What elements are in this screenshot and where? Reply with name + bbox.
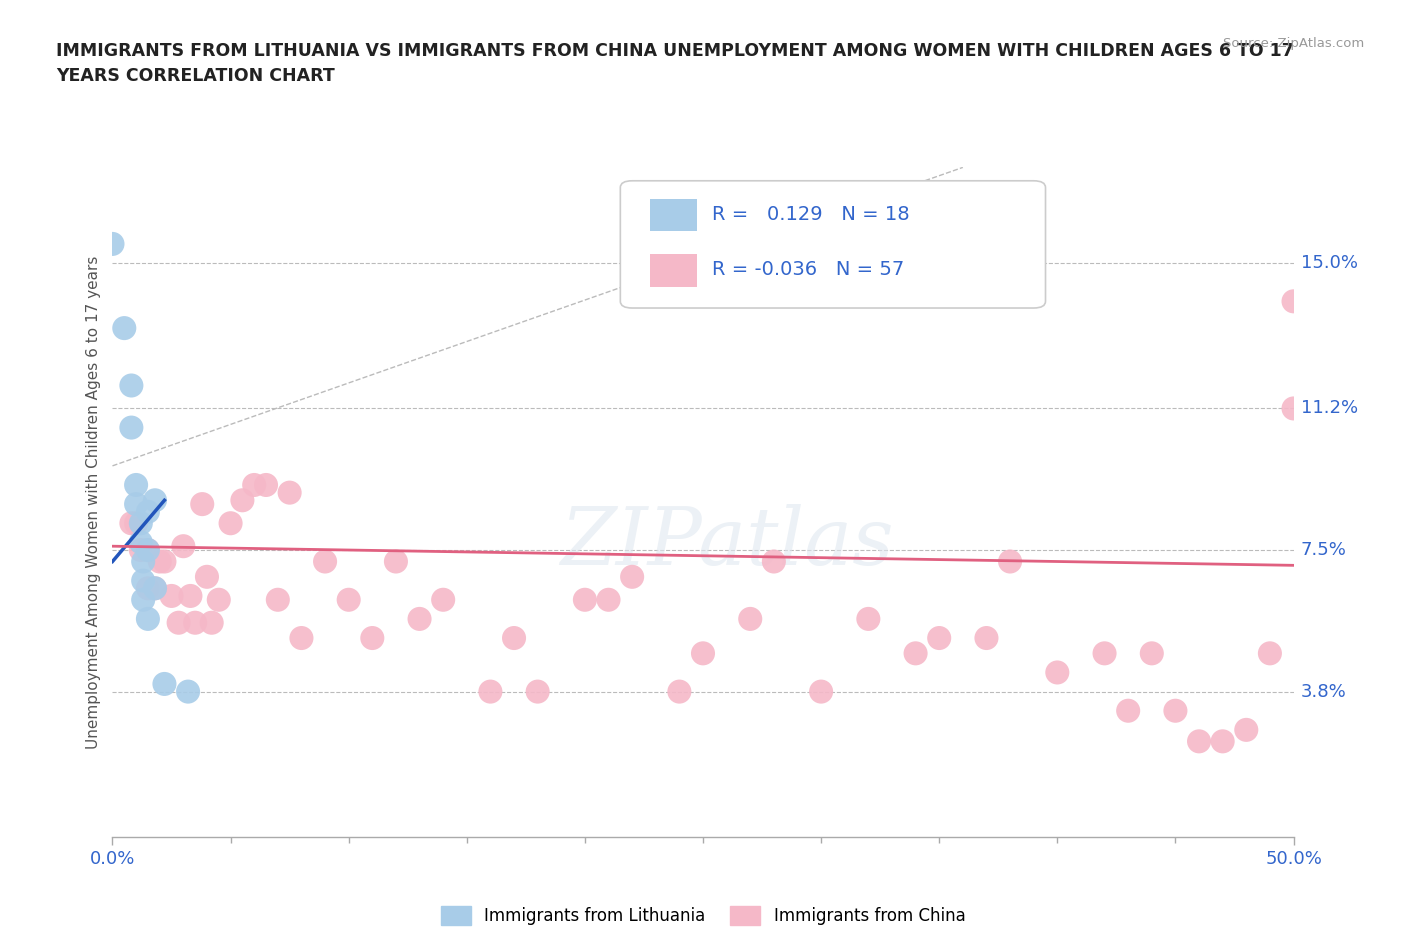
Text: ZIPatlas: ZIPatlas bbox=[560, 504, 893, 581]
Point bbox=[129, 516, 152, 531]
Point bbox=[143, 581, 166, 596]
Point bbox=[290, 631, 312, 645]
Text: 3.8%: 3.8% bbox=[1301, 683, 1347, 700]
Point bbox=[136, 611, 159, 626]
Point bbox=[1282, 294, 1305, 309]
Bar bbox=[650, 199, 697, 231]
Point bbox=[598, 592, 620, 607]
Point bbox=[191, 497, 214, 512]
Point bbox=[143, 581, 166, 596]
Point bbox=[1234, 723, 1257, 737]
Point bbox=[1258, 646, 1281, 661]
Point bbox=[125, 516, 148, 531]
Point bbox=[160, 589, 183, 604]
Point bbox=[132, 554, 155, 569]
Point bbox=[120, 379, 142, 393]
Point bbox=[243, 477, 266, 492]
Point bbox=[254, 477, 277, 492]
Point bbox=[479, 684, 502, 699]
Point bbox=[132, 573, 155, 588]
Point bbox=[179, 589, 201, 604]
Point bbox=[120, 420, 142, 435]
Point bbox=[928, 631, 950, 645]
Point bbox=[201, 616, 224, 631]
Point bbox=[177, 684, 200, 699]
Point bbox=[129, 535, 152, 550]
Text: 11.2%: 11.2% bbox=[1301, 400, 1358, 418]
Point bbox=[136, 504, 159, 519]
Point bbox=[503, 631, 526, 645]
Point bbox=[231, 493, 253, 508]
Point bbox=[740, 611, 762, 626]
Point bbox=[120, 516, 142, 531]
Point bbox=[858, 611, 880, 626]
Text: Source: ZipAtlas.com: Source: ZipAtlas.com bbox=[1223, 37, 1364, 50]
Point bbox=[337, 592, 360, 607]
Point bbox=[267, 592, 290, 607]
Legend: Immigrants from Lithuania, Immigrants from China: Immigrants from Lithuania, Immigrants fr… bbox=[440, 906, 966, 924]
Point bbox=[1094, 646, 1116, 661]
Point bbox=[153, 554, 176, 569]
Point bbox=[153, 676, 176, 691]
Point bbox=[1212, 734, 1234, 749]
Point bbox=[149, 554, 172, 569]
FancyBboxPatch shape bbox=[620, 180, 1046, 308]
Point bbox=[976, 631, 998, 645]
Point bbox=[526, 684, 548, 699]
Text: R =   0.129   N = 18: R = 0.129 N = 18 bbox=[713, 205, 910, 224]
Text: 15.0%: 15.0% bbox=[1301, 254, 1358, 272]
Point bbox=[1140, 646, 1163, 661]
Point bbox=[762, 554, 785, 569]
Point bbox=[136, 542, 159, 557]
Point bbox=[167, 616, 190, 631]
Point bbox=[668, 684, 690, 699]
Point bbox=[101, 236, 124, 251]
Point bbox=[125, 477, 148, 492]
Point bbox=[136, 542, 159, 557]
Text: YEARS CORRELATION CHART: YEARS CORRELATION CHART bbox=[56, 67, 335, 85]
Point bbox=[112, 321, 135, 336]
Text: R = -0.036   N = 57: R = -0.036 N = 57 bbox=[713, 260, 904, 279]
Point bbox=[125, 497, 148, 512]
Point bbox=[904, 646, 927, 661]
Bar bbox=[650, 255, 697, 286]
Point bbox=[385, 554, 408, 569]
Point bbox=[998, 554, 1021, 569]
Point bbox=[172, 538, 194, 553]
Point bbox=[219, 516, 242, 531]
Point bbox=[314, 554, 336, 569]
Point bbox=[195, 569, 218, 584]
Point bbox=[810, 684, 832, 699]
Point bbox=[132, 592, 155, 607]
Point bbox=[208, 592, 231, 607]
Point bbox=[1116, 703, 1139, 718]
Point bbox=[361, 631, 384, 645]
Point bbox=[1164, 703, 1187, 718]
Point bbox=[621, 569, 644, 584]
Point bbox=[1046, 665, 1069, 680]
Y-axis label: Unemployment Among Women with Children Ages 6 to 17 years: Unemployment Among Women with Children A… bbox=[86, 256, 101, 749]
Text: 7.5%: 7.5% bbox=[1301, 541, 1347, 559]
Point bbox=[408, 611, 430, 626]
Point bbox=[574, 592, 596, 607]
Point bbox=[432, 592, 454, 607]
Point bbox=[129, 542, 152, 557]
Point bbox=[692, 646, 714, 661]
Point bbox=[278, 485, 301, 500]
Point bbox=[136, 581, 159, 596]
Text: IMMIGRANTS FROM LITHUANIA VS IMMIGRANTS FROM CHINA UNEMPLOYMENT AMONG WOMEN WITH: IMMIGRANTS FROM LITHUANIA VS IMMIGRANTS … bbox=[56, 42, 1294, 60]
Point bbox=[1188, 734, 1211, 749]
Point bbox=[1282, 401, 1305, 416]
Point bbox=[184, 616, 207, 631]
Point bbox=[143, 493, 166, 508]
